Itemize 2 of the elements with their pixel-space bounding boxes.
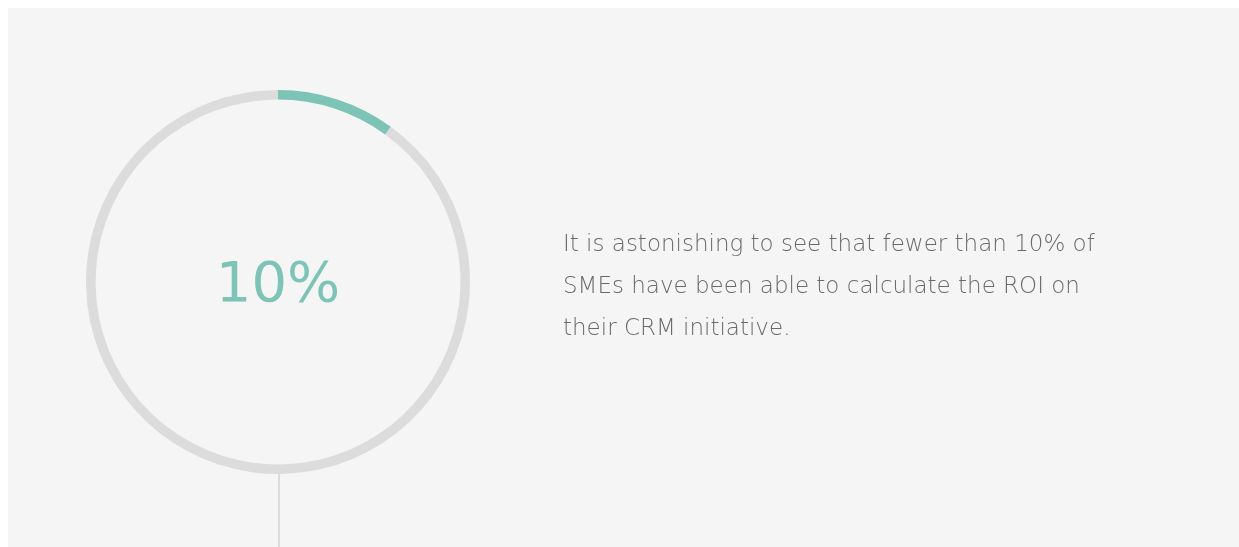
- data-label: 10%: [215, 248, 341, 314]
- text: It is astonishing to see that fewer than 10% of SMEs have been able to calculate the ROI on their CRM initiative.: [563, 229, 1096, 342]
